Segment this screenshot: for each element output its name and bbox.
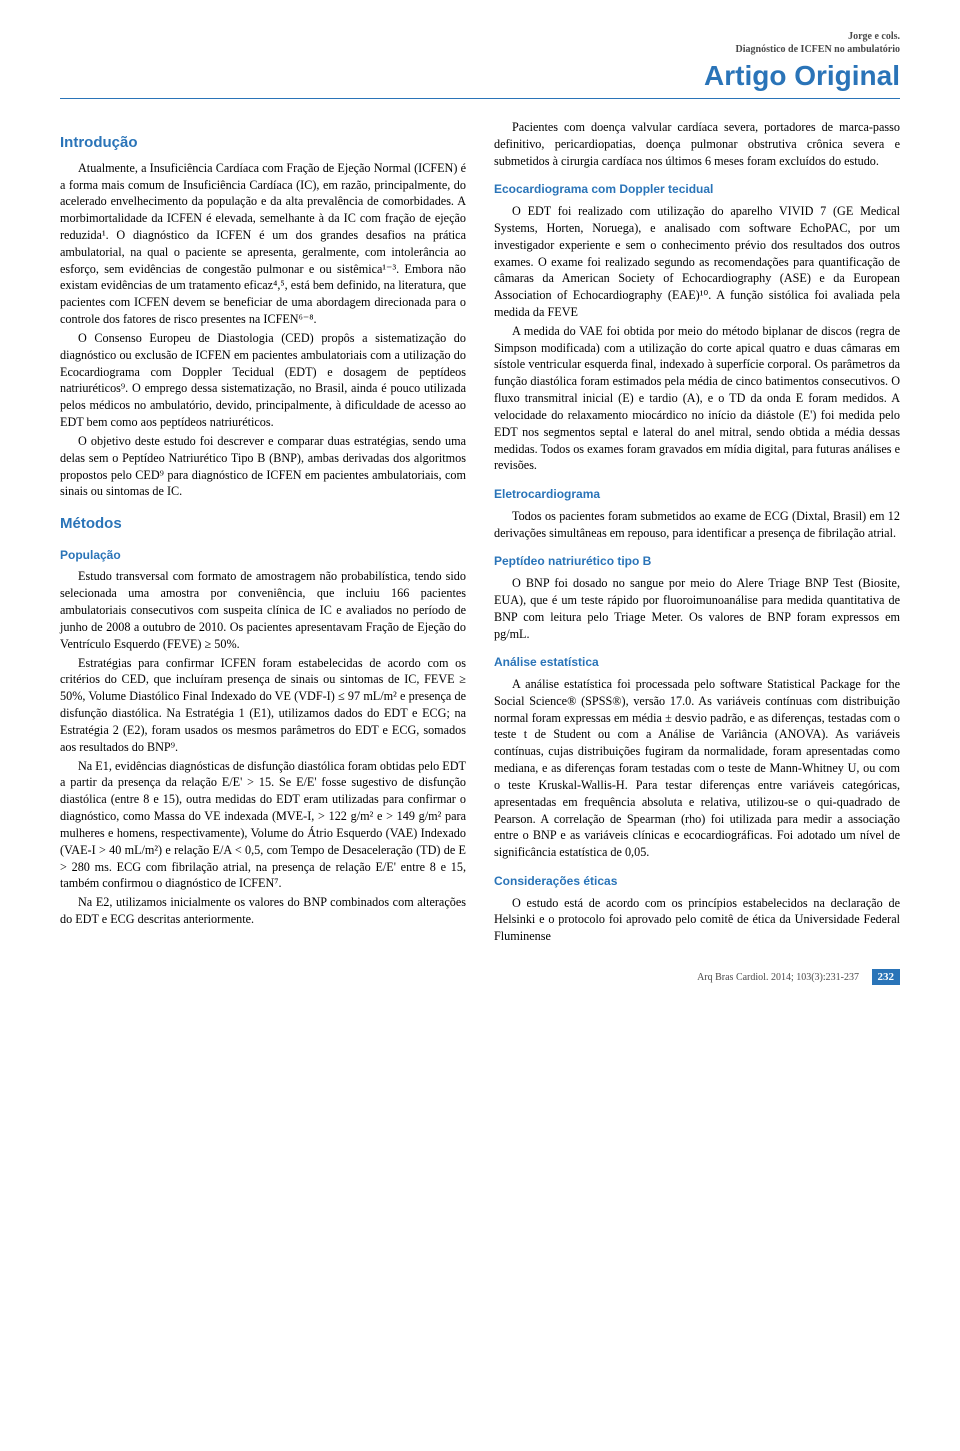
- paragraph: Na E2, utilizamos inicialmente os valore…: [60, 894, 466, 928]
- footer-citation: Arq Bras Cardiol. 2014; 103(3):231-237: [697, 972, 859, 983]
- article-type-label: Artigo Original: [60, 60, 900, 92]
- paragraph: Atualmente, a Insuficiência Cardíaca com…: [60, 160, 466, 328]
- footer-page-number: 232: [872, 969, 901, 985]
- subheading-populacao: População: [60, 547, 466, 564]
- paragraph: A medida do VAE foi obtida por meio do m…: [494, 323, 900, 474]
- header-authors: Jorge e cols.: [60, 30, 900, 43]
- paragraph: O objetivo deste estudo foi descrever e …: [60, 433, 466, 500]
- paragraph: O EDT foi realizado com utilização do ap…: [494, 203, 900, 321]
- subheading-peptideo: Peptídeo natriurético tipo B: [494, 553, 900, 570]
- header-rule: [60, 98, 900, 99]
- subheading-eletro: Eletrocardiograma: [494, 486, 900, 503]
- paragraph: O Consenso Europeu de Diastologia (CED) …: [60, 330, 466, 431]
- paragraph: A análise estatística foi processada pel…: [494, 676, 900, 861]
- paragraph: Estratégias para confirmar ICFEN foram e…: [60, 655, 466, 756]
- heading-metodos: Métodos: [60, 514, 466, 535]
- subheading-eco: Ecocardiograma com Doppler tecidual: [494, 181, 900, 198]
- page-footer: Arq Bras Cardiol. 2014; 103(3):231-237 2…: [60, 969, 900, 985]
- paragraph: O BNP foi dosado no sangue por meio do A…: [494, 575, 900, 642]
- paragraph: Pacientes com doença valvular cardíaca s…: [494, 119, 900, 169]
- subheading-etica: Considerações éticas: [494, 873, 900, 890]
- heading-introducao: Introdução: [60, 133, 466, 154]
- article-body: Introdução Atualmente, a Insuficiência C…: [60, 119, 900, 945]
- subheading-analise: Análise estatística: [494, 654, 900, 671]
- paragraph: Na E1, evidências diagnósticas de disfun…: [60, 758, 466, 893]
- paragraph: Todos os pacientes foram submetidos ao e…: [494, 508, 900, 542]
- paragraph: O estudo está de acordo com os princípio…: [494, 895, 900, 945]
- paragraph: Estudo transversal com formato de amostr…: [60, 568, 466, 652]
- header-subtitle: Diagnóstico de ICFEN no ambulatório: [60, 43, 900, 56]
